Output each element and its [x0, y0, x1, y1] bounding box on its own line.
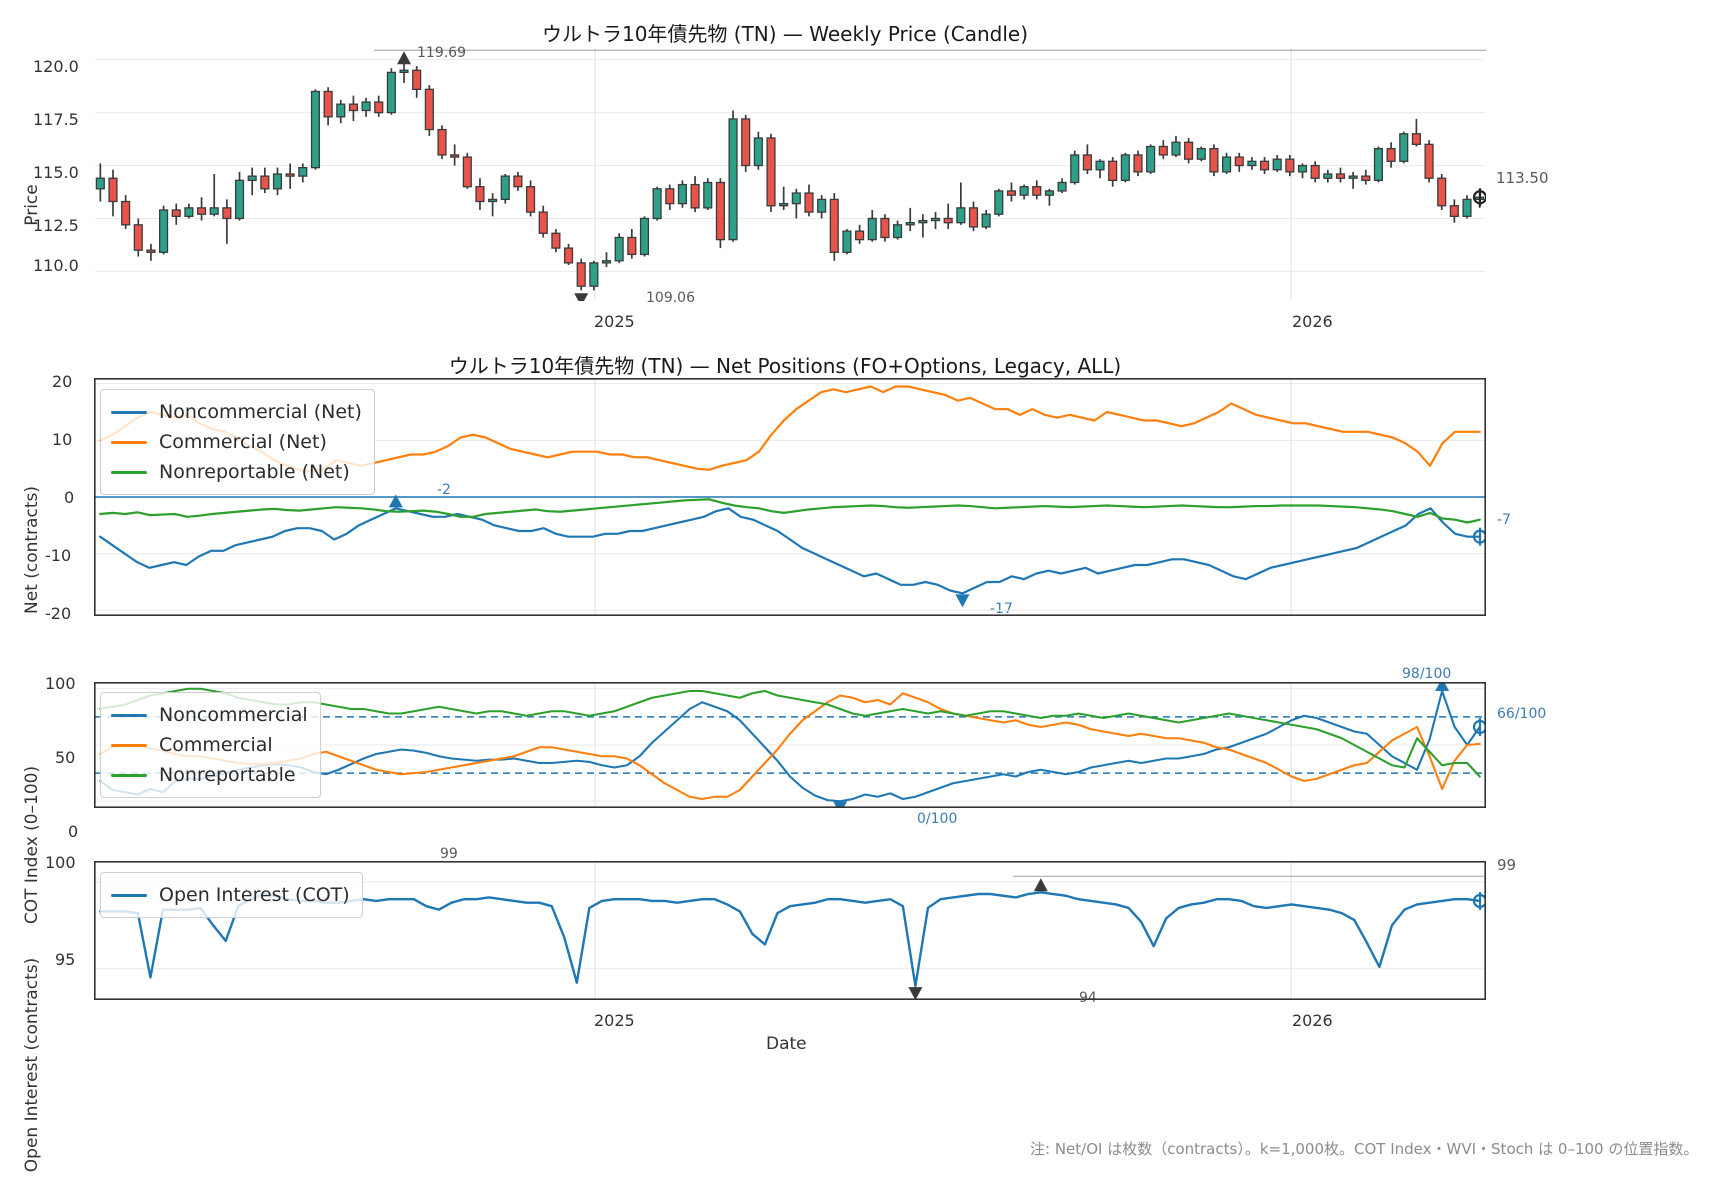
legend-label-nonreportable-cot: Nonreportable	[159, 764, 296, 786]
price-last-annotation: 113.50	[1496, 169, 1549, 187]
oi-ytick-1: 95	[55, 950, 76, 969]
net-ytick-2: 0	[64, 488, 75, 507]
cot-ytick-2: 0	[68, 822, 79, 841]
legend-item-noncommercial-cot[interactable]: Noncommercial	[111, 700, 308, 730]
x-axis-label: Date	[766, 1034, 807, 1054]
legend-swatch-commercial	[111, 440, 147, 444]
price-panel-title: ウルトラ10年債先物 (TN) — Weekly Price (Candle)	[541, 22, 1029, 46]
oi-y-axis-label: Open Interest (contracts)	[22, 957, 42, 1173]
oi-legend: Open Interest (COT)	[100, 872, 363, 918]
legend-label-open-interest: Open Interest (COT)	[159, 884, 350, 906]
net-panel-title: ウルトラ10年債先物 (TN) — Net Positions (FO+Opti…	[448, 354, 1122, 378]
price-xtick-2025: 2025	[594, 312, 635, 331]
legend-item-noncommercial-net[interactable]: Noncommercial (Net)	[111, 397, 362, 427]
legend-swatch-noncommercial	[111, 410, 147, 414]
legend-item-nonreportable-cot[interactable]: Nonreportable	[111, 760, 308, 790]
legend-swatch-nonreportable	[111, 470, 147, 474]
legend-swatch-noncommercial-cot	[111, 713, 147, 717]
cot-low-annotation: 0/100	[917, 811, 958, 827]
net-ytick-0: 20	[52, 372, 73, 391]
oi-xtick-2025: 2025	[594, 1011, 635, 1030]
legend-label-noncommercial-cot: Noncommercial	[159, 704, 308, 726]
price-plot-area	[95, 48, 1486, 301]
price-ytick-3: 112.5	[33, 216, 79, 235]
legend-label-nonreportable-net: Nonreportable (Net)	[159, 461, 350, 483]
net-y-axis-label: Net (contracts)	[22, 486, 42, 614]
net-ytick-3: -10	[45, 546, 72, 565]
legend-label-commercial-cot: Commercial	[159, 734, 273, 756]
price-low-annotation: 109.06	[646, 290, 695, 306]
legend-item-nonreportable-net[interactable]: Nonreportable (Net)	[111, 457, 362, 487]
price-ytick-2: 115.0	[33, 163, 79, 182]
oi-xtick-2026: 2026	[1292, 1011, 1333, 1030]
price-high-annotation: 119.69	[417, 45, 466, 61]
net-last-annotation: -7	[1497, 512, 1511, 528]
figure-footnote: 注: Net/OI は枚数（contracts）。k=1,000枚。COT In…	[1030, 1140, 1699, 1158]
oi-low-annotation: 94	[1079, 990, 1097, 1006]
cot-ytick-0: 100	[45, 674, 76, 693]
oi-high-annotation: 99	[440, 846, 458, 862]
legend-label-noncommercial-net: Noncommercial (Net)	[159, 401, 362, 423]
net-ytick-4: -20	[45, 604, 72, 623]
net-low-annotation: -17	[990, 601, 1013, 617]
oi-ytick-0: 100	[45, 853, 76, 872]
price-ytick-0: 120.0	[33, 57, 79, 76]
net-legend: Noncommercial (Net) Commercial (Net) Non…	[100, 389, 375, 495]
cot-high-annotation: 98/100	[1402, 666, 1452, 682]
cot-y-axis-label: COT Index (0–100)	[22, 765, 42, 925]
legend-swatch-commercial-cot	[111, 743, 147, 747]
net-high-annotation: -2	[437, 482, 451, 498]
cot-plot-area	[94, 682, 1486, 808]
net-ytick-1: 10	[52, 430, 73, 449]
price-xtick-2026: 2026	[1292, 312, 1333, 331]
legend-swatch-open-interest	[111, 893, 147, 897]
legend-item-commercial-cot[interactable]: Commercial	[111, 730, 308, 760]
legend-item-open-interest[interactable]: Open Interest (COT)	[111, 880, 350, 910]
oi-last-annotation: 99	[1497, 856, 1517, 874]
legend-label-commercial-net: Commercial (Net)	[159, 431, 327, 453]
price-ytick-4: 110.0	[33, 256, 79, 275]
cot-legend: Noncommercial Commercial Nonreportable	[100, 692, 321, 798]
price-ytick-1: 117.5	[33, 110, 79, 129]
legend-item-commercial-net[interactable]: Commercial (Net)	[111, 427, 362, 457]
legend-swatch-nonreportable-cot	[111, 773, 147, 777]
cot-last-annotation: 66/100	[1497, 706, 1547, 722]
cot-ytick-1: 50	[55, 748, 76, 767]
